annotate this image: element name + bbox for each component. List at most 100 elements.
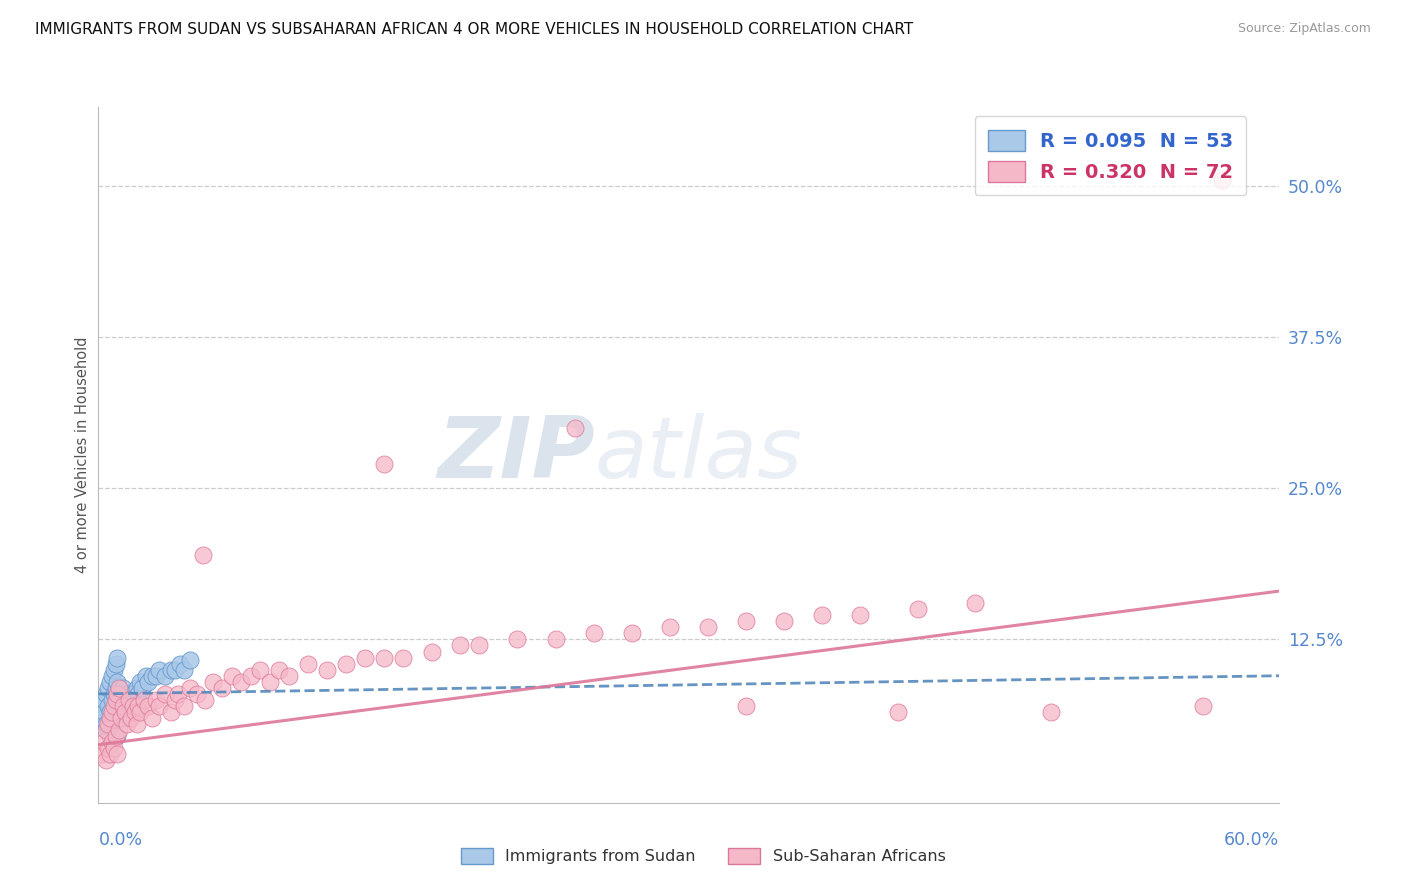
Point: [127, 687, 149, 701]
Point: [100, 717, 122, 731]
Point: [1211, 172, 1233, 186]
Point: [173, 698, 195, 713]
Point: [316, 663, 339, 677]
Point: [112, 705, 135, 719]
Point: [449, 639, 471, 653]
Point: [97, 723, 120, 738]
Point: [167, 687, 190, 701]
Text: atlas: atlas: [595, 413, 803, 497]
Point: [354, 650, 377, 665]
Point: [98, 729, 121, 743]
Point: [94, 717, 117, 731]
Point: [186, 687, 208, 701]
Point: [420, 644, 443, 658]
Point: [335, 657, 357, 671]
Point: [1039, 705, 1062, 719]
Text: 0.0%: 0.0%: [98, 830, 142, 848]
Point: [1192, 698, 1215, 713]
Point: [97, 698, 120, 713]
Text: Source: ZipAtlas.com: Source: ZipAtlas.com: [1237, 22, 1371, 36]
Point: [107, 729, 129, 743]
Point: [179, 681, 201, 695]
Point: [108, 723, 131, 738]
Point: [141, 711, 163, 725]
Point: [110, 711, 132, 725]
Point: [104, 705, 127, 719]
Point: [104, 693, 127, 707]
Point: [114, 705, 136, 719]
Point: [468, 639, 491, 653]
Point: [907, 602, 929, 616]
Point: [153, 687, 176, 701]
Point: [107, 693, 129, 707]
Point: [163, 663, 186, 677]
Point: [148, 698, 170, 713]
Point: [564, 420, 586, 434]
Point: [963, 596, 986, 610]
Point: [110, 693, 132, 707]
Point: [259, 674, 281, 689]
Point: [297, 657, 319, 671]
Point: [544, 632, 567, 647]
Point: [658, 620, 681, 634]
Point: [887, 705, 910, 719]
Point: [125, 717, 148, 731]
Point: [169, 657, 191, 671]
Point: [145, 693, 167, 707]
Point: [107, 711, 129, 725]
Point: [120, 711, 142, 725]
Point: [153, 669, 176, 683]
Point: [108, 698, 131, 713]
Point: [94, 723, 117, 738]
Point: [582, 626, 605, 640]
Point: [100, 693, 122, 707]
Point: [277, 669, 299, 683]
Point: [103, 687, 125, 701]
Point: [249, 663, 271, 677]
Point: [91, 747, 114, 762]
Point: [115, 687, 138, 701]
Point: [98, 705, 121, 719]
Point: [136, 698, 159, 713]
Point: [136, 674, 159, 689]
Point: [108, 681, 131, 695]
Point: [849, 608, 872, 623]
Point: [107, 650, 129, 665]
Point: [104, 729, 127, 743]
Point: [201, 674, 224, 689]
Point: [112, 681, 135, 695]
Point: [124, 698, 146, 713]
Point: [269, 663, 291, 677]
Point: [392, 650, 415, 665]
Point: [129, 674, 152, 689]
Point: [811, 608, 834, 623]
Point: [107, 687, 129, 701]
Point: [239, 669, 262, 683]
Point: [121, 687, 143, 701]
Point: [124, 705, 146, 719]
Point: [159, 705, 181, 719]
Point: [107, 747, 129, 762]
Point: [697, 620, 720, 634]
Point: [98, 747, 121, 762]
Point: [131, 681, 153, 695]
Point: [103, 663, 125, 677]
Point: [115, 717, 138, 731]
Point: [100, 705, 122, 719]
Point: [134, 693, 156, 707]
Point: [373, 650, 395, 665]
Point: [97, 717, 120, 731]
Point: [118, 698, 141, 713]
Point: [179, 653, 201, 667]
Point: [194, 693, 217, 707]
Point: [114, 693, 136, 707]
Point: [231, 674, 253, 689]
Point: [163, 693, 186, 707]
Point: [135, 669, 157, 683]
Point: [620, 626, 643, 640]
Point: [121, 698, 143, 713]
Point: [110, 711, 132, 725]
Point: [735, 615, 758, 629]
Point: [506, 632, 529, 647]
Point: [148, 663, 170, 677]
